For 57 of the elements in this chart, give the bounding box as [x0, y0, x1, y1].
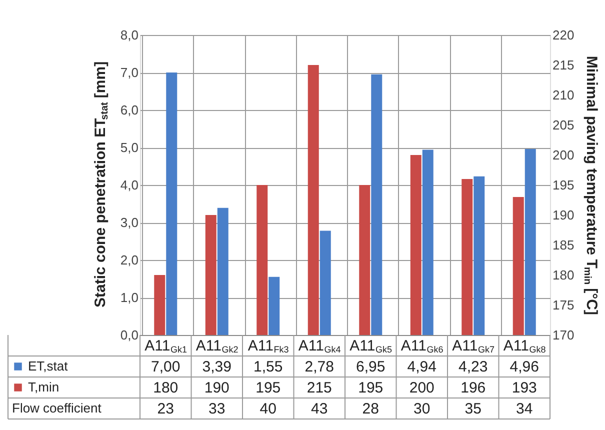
legend-label: T,min — [28, 380, 60, 394]
y2-tick-label: 175 — [552, 298, 574, 312]
x-tick-label: A11Gk1 — [144, 338, 188, 354]
text: 30 — [414, 400, 430, 418]
data-label: 7,00 — [151, 358, 180, 376]
x-tick-label: A11Gk4 — [298, 338, 341, 354]
y-tick-label: 8,0 — [120, 28, 138, 42]
text: 34 — [516, 400, 533, 418]
data-label: 4,23 — [458, 358, 488, 376]
y2-tick-label: 170 — [552, 328, 574, 342]
data-label: 195 — [358, 380, 384, 396]
x-tick-label: A11Gk8 — [503, 338, 546, 354]
y-tick-label: 1,0 — [120, 290, 138, 305]
y-tick-label: 0,0 — [120, 328, 138, 342]
y-tick-label: 5,0 — [120, 140, 138, 155]
data-label: 4,96 — [510, 358, 539, 376]
y2-tick-label: 215 — [552, 58, 574, 72]
y2-tick-label: 190 — [552, 208, 574, 222]
x-tick-label: A11Fk3 — [248, 338, 289, 354]
data-label: 180 — [153, 380, 178, 396]
data-label: 3,39 — [202, 358, 232, 376]
legend-label: ET,stat — [28, 358, 68, 374]
y-tick-label: 6,0 — [120, 102, 138, 118]
text: 28 — [362, 400, 379, 418]
y2-tick-label: 195 — [552, 178, 574, 192]
y-tick-label: 7,0 — [120, 65, 138, 80]
data-label: 190 — [204, 380, 230, 396]
data-label: 196 — [460, 380, 486, 396]
y2-tick-label: 180 — [552, 268, 574, 282]
data-label: 6,95 — [356, 358, 386, 376]
y-tick-label: 2,0 — [120, 252, 138, 268]
y2-tick-label: 220 — [552, 28, 574, 42]
x-tick-label: A11Gk7 — [452, 338, 495, 354]
text: 43 — [311, 400, 328, 418]
x-tick-label: A11Gk2 — [196, 338, 238, 354]
y-tick-label: 4,0 — [120, 178, 138, 192]
y2-tick-label: 205 — [552, 118, 574, 132]
text: 23 — [157, 400, 174, 418]
data-label: 193 — [512, 380, 537, 396]
x-tick-label: A11Gk6 — [400, 338, 444, 354]
text: Flow coefficient — [12, 400, 102, 416]
data-label: 2,78 — [304, 358, 334, 376]
y2-tick-label: 200 — [552, 148, 574, 162]
text: 33 — [208, 400, 226, 418]
x-tick-label: A11Gk5 — [350, 338, 392, 354]
y-tick-label: 3,0 — [120, 215, 138, 230]
y2-axis-title: Minimal paving temperature Tmin [°C] — [582, 56, 600, 315]
text: 40 — [260, 400, 276, 418]
data-label: 200 — [409, 380, 434, 396]
text: 35 — [464, 400, 482, 418]
data-label: 4,94 — [407, 358, 436, 376]
y2-tick-label: 210 — [552, 88, 574, 102]
bar — [166, 72, 178, 335]
data-label: 215 — [306, 380, 332, 396]
data-label: 195 — [256, 380, 281, 396]
y2-tick-label: 185 — [552, 238, 574, 252]
data-label: 1,55 — [254, 358, 283, 376]
